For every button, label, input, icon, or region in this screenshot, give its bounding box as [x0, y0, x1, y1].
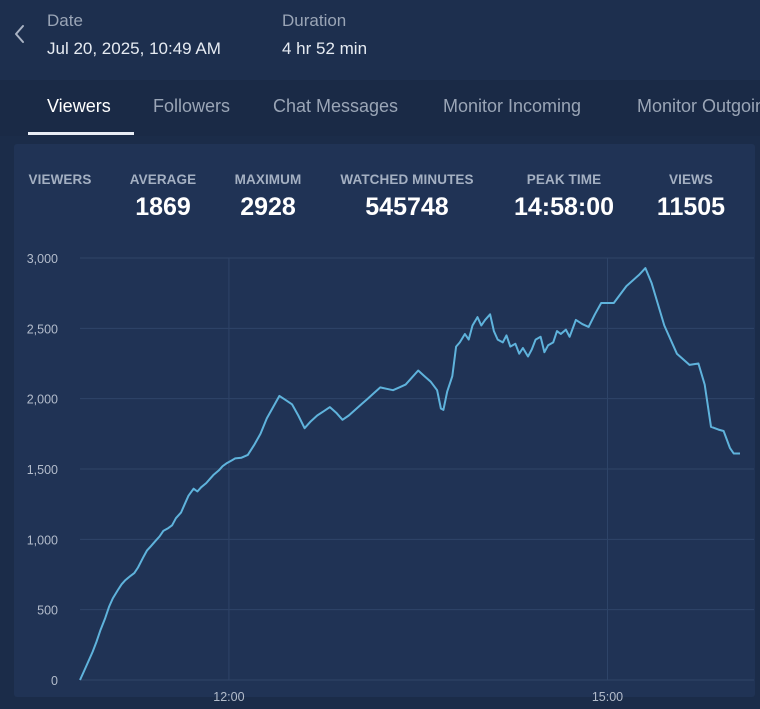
stat-peak-value: 14:58:00	[513, 193, 615, 221]
stat-views: VIEWS 11505	[650, 172, 732, 222]
duration-field: Duration 4 hr 52 min	[282, 10, 367, 61]
active-tab-indicator	[28, 132, 134, 135]
stat-maximum: MAXIMUM 2928	[224, 172, 312, 222]
tab-bar: Viewers Followers Chat Messages Monitor …	[0, 80, 760, 136]
y-tick-label: 500	[37, 604, 58, 618]
y-tick-label: 1,000	[27, 533, 58, 547]
stat-viewers: VIEWERS	[28, 172, 92, 187]
tab-followers[interactable]: Followers	[153, 96, 231, 116]
stat-average-label: AVERAGE	[129, 172, 197, 187]
stat-maximum-value: 2928	[240, 193, 296, 221]
y-tick-label: 2,500	[27, 322, 58, 336]
y-tick-label: 1,500	[27, 463, 58, 477]
x-tick-label: 15:00	[592, 690, 623, 704]
date-value: Jul 20, 2025, 10:49 AM	[47, 39, 221, 58]
tab-monitor-outgoing[interactable]: Monitor Outgoing	[637, 96, 760, 116]
stat-maximum-label: MAXIMUM	[234, 172, 302, 187]
tab-monitor-incoming[interactable]: Monitor Incoming	[443, 96, 582, 116]
header-bar: Date Jul 20, 2025, 10:49 AM Duration 4 h…	[0, 0, 760, 80]
stat-watched-minutes: WATCHED MINUTES 545748	[332, 172, 482, 222]
duration-value: 4 hr 52 min	[282, 39, 368, 58]
viewers-panel: VIEWERS AVERAGE 1869 MAXIMUM 2928 WATCHE…	[14, 144, 755, 697]
stat-views-value: 11505	[656, 193, 726, 221]
chevron-left-icon[interactable]	[10, 22, 30, 46]
y-tick-label: 2,000	[27, 393, 58, 407]
stat-peak-time: PEAK TIME 14:58:00	[508, 172, 620, 222]
date-label: Date	[47, 11, 83, 30]
viewers-series-line	[79, 267, 740, 681]
tab-chat-messages[interactable]: Chat Messages	[273, 96, 399, 116]
duration-label: Duration	[282, 11, 347, 30]
x-tick-label: 12:00	[213, 690, 244, 704]
tab-viewers[interactable]: Viewers	[47, 96, 111, 116]
y-tick-label: 0	[51, 674, 58, 688]
stat-watched-value: 545748	[365, 193, 449, 221]
date-field: Date Jul 20, 2025, 10:49 AM	[47, 10, 221, 61]
stat-average: AVERAGE 1869	[120, 172, 206, 222]
stat-average-value: 1869	[135, 193, 191, 221]
stat-viewers-label: VIEWERS	[28, 172, 92, 187]
stat-views-label: VIEWS	[668, 172, 713, 187]
stat-watched-label: WATCHED MINUTES	[340, 172, 474, 187]
y-tick-label: 3,000	[27, 252, 58, 266]
stat-peak-label: PEAK TIME	[526, 172, 602, 187]
